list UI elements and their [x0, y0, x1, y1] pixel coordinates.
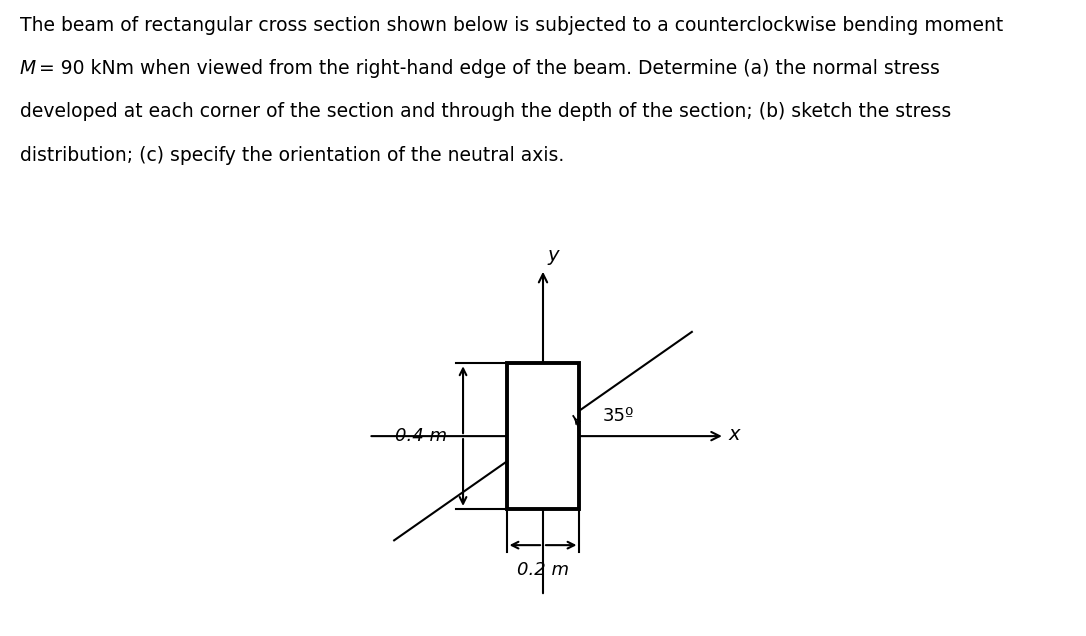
Text: M: M [20, 59, 36, 78]
Text: 35º: 35º [603, 407, 634, 425]
Text: 0.2 m: 0.2 m [517, 562, 569, 579]
Bar [507, 363, 579, 509]
Text: x: x [729, 425, 740, 444]
Text: developed at each corner of the section and through the depth of the section; (b: developed at each corner of the section … [20, 102, 951, 121]
Text: = 90 kNm when viewed from the right-hand edge of the beam. Determine (a) the nor: = 90 kNm when viewed from the right-hand… [33, 59, 939, 78]
Text: distribution; (c) specify the orientation of the neutral axis.: distribution; (c) specify the orientatio… [20, 146, 564, 165]
Text: y: y [547, 246, 559, 265]
Text: 0.4 m: 0.4 m [394, 427, 446, 445]
Text: The beam of rectangular cross section shown below is subjected to a counterclock: The beam of rectangular cross section sh… [20, 16, 1002, 35]
